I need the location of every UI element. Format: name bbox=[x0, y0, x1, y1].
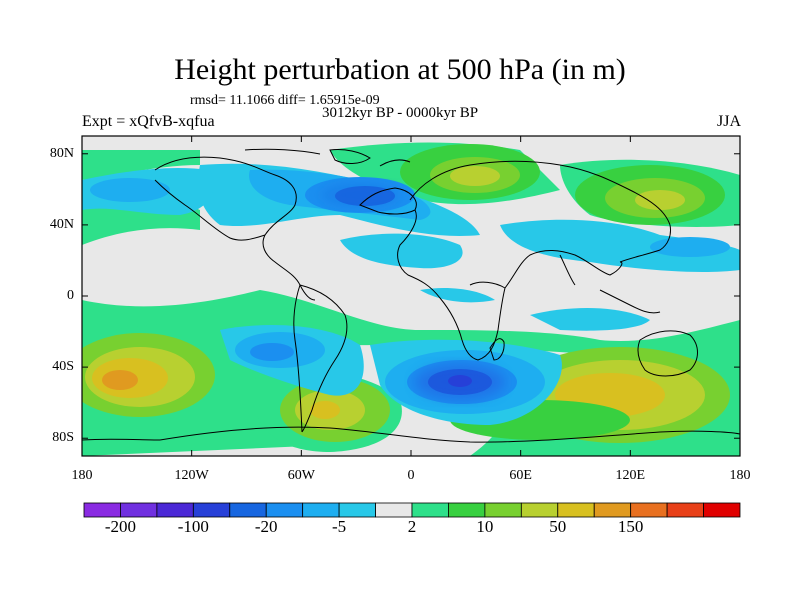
colorbar-label: 2 bbox=[407, 517, 417, 536]
colorbar-swatch bbox=[666, 502, 704, 518]
colorbar-label: -100 bbox=[177, 517, 209, 536]
colorbar-swatch bbox=[338, 502, 376, 518]
colorbar bbox=[83, 502, 741, 518]
colorbar-swatch bbox=[520, 502, 559, 518]
colorbar-swatch bbox=[265, 502, 304, 518]
colorbar-swatch bbox=[120, 502, 158, 518]
experiment-label: Expt = xQfvB-xqfua bbox=[82, 113, 215, 130]
colorbar-label: 50 bbox=[549, 517, 567, 536]
colorbar-swatch bbox=[229, 502, 267, 518]
stats-text: rmsd= 11.1066 diff= 1.65915e-09 bbox=[190, 93, 380, 108]
x-tick-label: 60W bbox=[287, 468, 315, 483]
x-tick-label: 180 bbox=[729, 468, 751, 483]
colorbar-label: -20 bbox=[254, 517, 278, 536]
colorbar-swatch bbox=[411, 502, 449, 518]
colorbar-swatch bbox=[630, 502, 668, 518]
colorbar-swatch bbox=[448, 502, 486, 518]
colorbar-swatch bbox=[302, 502, 340, 518]
x-tick-label: 0 bbox=[407, 468, 415, 483]
colorbar-swatch bbox=[192, 502, 231, 518]
colorbar-swatch bbox=[83, 502, 121, 518]
y-tick-label: 0 bbox=[67, 288, 74, 303]
y-tick-label: 80S bbox=[52, 430, 74, 446]
x-tick-label: 180 bbox=[71, 468, 93, 483]
period-label: 3012kyr BP - 0000kyr BP bbox=[322, 105, 479, 121]
height-anomaly-field bbox=[82, 136, 740, 456]
colorbar-label: -5 bbox=[332, 517, 347, 536]
axis-ticks bbox=[81, 136, 741, 456]
y-tick-label: 40N bbox=[49, 216, 74, 232]
colorbar-swatch bbox=[703, 502, 741, 518]
colorbar-swatch bbox=[375, 502, 413, 518]
x-tick-label: 120W bbox=[174, 468, 209, 483]
colorbar-label: 10 bbox=[476, 517, 494, 536]
season-label: JJA bbox=[716, 113, 741, 130]
y-tick-label: 40S bbox=[52, 359, 74, 375]
colorbar-swatch bbox=[593, 502, 632, 518]
x-tick-label: 120E bbox=[615, 468, 646, 483]
colorbar-swatch bbox=[484, 502, 522, 518]
plot-title: Height perturbation at 500 hPa (in m) bbox=[174, 53, 626, 86]
coastlines bbox=[82, 148, 740, 443]
colorbar-swatch bbox=[557, 502, 595, 518]
colorbar-label: -200 bbox=[104, 517, 137, 536]
x-tick-label: 60E bbox=[509, 468, 532, 483]
colorbar-swatch bbox=[156, 502, 194, 518]
colorbar-label: 150 bbox=[617, 517, 644, 536]
y-tick-label: 80N bbox=[49, 145, 74, 161]
